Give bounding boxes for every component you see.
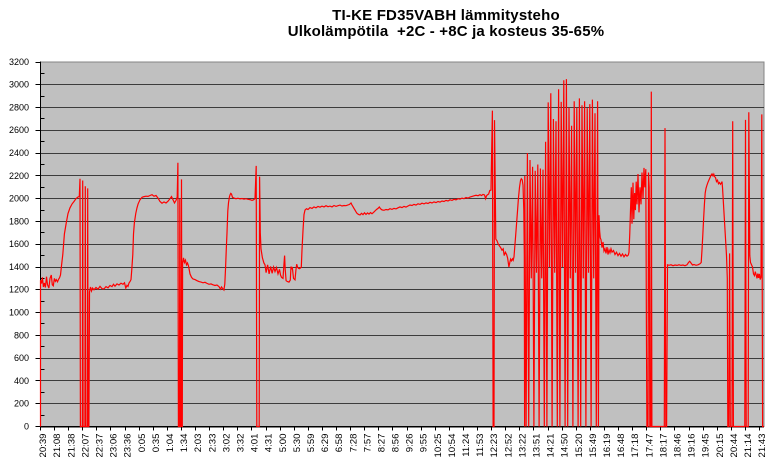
svg-text:1000: 1000: [9, 307, 29, 317]
svg-text:1400: 1400: [9, 262, 29, 272]
svg-text:19:16: 19:16: [687, 434, 698, 458]
svg-text:11:53: 11:53: [475, 434, 486, 457]
svg-text:5:59: 5:59: [306, 434, 317, 453]
svg-text:200: 200: [14, 399, 29, 409]
svg-text:400: 400: [14, 376, 29, 386]
svg-text:2:03: 2:03: [193, 434, 204, 453]
svg-text:0:05: 0:05: [137, 434, 148, 453]
svg-text:3000: 3000: [9, 80, 29, 90]
svg-text:16:19: 16:19: [602, 434, 613, 458]
svg-text:16:48: 16:48: [616, 434, 627, 458]
svg-text:11:24: 11:24: [461, 433, 472, 457]
svg-text:5:00: 5:00: [278, 434, 289, 453]
svg-text:0: 0: [24, 421, 29, 431]
svg-text:1600: 1600: [9, 239, 29, 249]
svg-text:20:44: 20:44: [729, 433, 740, 458]
svg-text:10:25: 10:25: [433, 434, 444, 458]
svg-text:3:02: 3:02: [221, 434, 232, 453]
svg-text:12:52: 12:52: [503, 434, 514, 458]
svg-text:8:27: 8:27: [376, 434, 387, 453]
svg-text:21:43: 21:43: [757, 434, 768, 458]
svg-text:3:32: 3:32: [235, 434, 246, 453]
svg-text:10:54: 10:54: [447, 433, 458, 458]
svg-text:21:14: 21:14: [743, 433, 754, 458]
svg-text:800: 800: [14, 330, 29, 340]
svg-text:6:58: 6:58: [334, 434, 345, 453]
svg-text:1800: 1800: [9, 216, 29, 226]
svg-text:3200: 3200: [9, 57, 29, 67]
svg-text:17:47: 17:47: [644, 434, 655, 458]
svg-text:15:20: 15:20: [574, 434, 585, 458]
svg-text:1200: 1200: [9, 285, 29, 295]
svg-text:18:46: 18:46: [673, 434, 684, 458]
svg-text:23:36: 23:36: [123, 434, 134, 458]
svg-text:22:07: 22:07: [80, 434, 91, 458]
svg-text:12:23: 12:23: [489, 434, 500, 458]
svg-text:2600: 2600: [9, 125, 29, 135]
svg-text:20:15: 20:15: [715, 434, 726, 458]
svg-text:20:39: 20:39: [38, 434, 49, 458]
svg-text:1:34: 1:34: [179, 433, 190, 452]
svg-text:8:56: 8:56: [391, 434, 402, 453]
svg-text:5:30: 5:30: [292, 434, 303, 453]
svg-text:2200: 2200: [9, 171, 29, 181]
svg-text:13:51: 13:51: [532, 434, 543, 458]
svg-text:19:45: 19:45: [701, 434, 712, 458]
svg-text:600: 600: [14, 353, 29, 363]
svg-text:7:57: 7:57: [362, 434, 373, 453]
svg-text:21:38: 21:38: [66, 434, 77, 458]
svg-text:9:26: 9:26: [405, 434, 416, 453]
svg-text:17:18: 17:18: [630, 434, 641, 458]
svg-text:0:35: 0:35: [151, 434, 162, 453]
svg-text:15:49: 15:49: [588, 434, 599, 458]
svg-text:23:06: 23:06: [109, 434, 120, 458]
svg-text:14:21: 14:21: [546, 434, 557, 458]
svg-text:4:31: 4:31: [264, 434, 275, 453]
svg-text:1:04: 1:04: [165, 433, 176, 452]
svg-text:14:50: 14:50: [560, 434, 571, 458]
svg-text:2:33: 2:33: [207, 434, 218, 453]
svg-text:22:37: 22:37: [94, 434, 105, 458]
svg-text:21:08: 21:08: [52, 434, 63, 458]
svg-text:7:28: 7:28: [348, 434, 359, 453]
svg-text:2000: 2000: [9, 194, 29, 204]
svg-text:13:22: 13:22: [517, 434, 528, 458]
svg-text:6:29: 6:29: [320, 434, 331, 453]
svg-text:2800: 2800: [9, 102, 29, 112]
svg-text:18:17: 18:17: [658, 434, 669, 458]
svg-text:4:01: 4:01: [250, 434, 261, 453]
svg-text:9:55: 9:55: [419, 434, 430, 453]
svg-text:2400: 2400: [9, 148, 29, 158]
